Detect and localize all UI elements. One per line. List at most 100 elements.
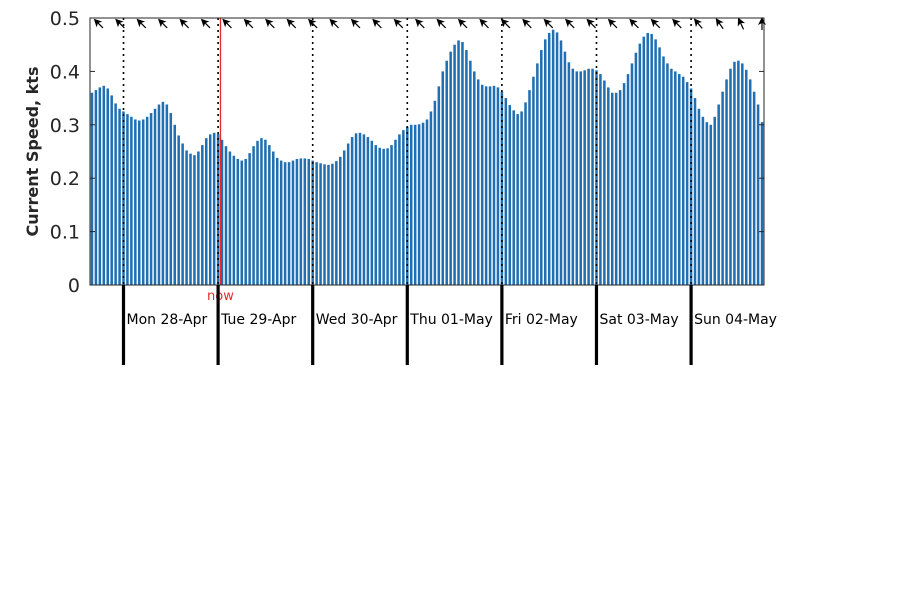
bar	[205, 138, 208, 285]
bar	[106, 88, 109, 286]
bar	[685, 82, 689, 285]
bar	[587, 68, 590, 285]
bar	[90, 92, 94, 285]
bar	[193, 155, 196, 285]
bar	[157, 104, 161, 285]
direction-arrow	[500, 18, 511, 29]
bar	[126, 114, 129, 286]
bar	[540, 50, 543, 285]
bar	[153, 108, 157, 285]
bar	[528, 90, 531, 285]
bar	[445, 60, 448, 285]
bar	[555, 32, 559, 285]
bar	[547, 32, 551, 286]
bar	[638, 43, 642, 285]
bar	[725, 79, 728, 285]
bar	[114, 103, 117, 285]
bar	[264, 139, 267, 285]
bar	[504, 98, 508, 285]
bar	[287, 162, 291, 285]
bar	[295, 158, 299, 285]
bar	[354, 133, 358, 285]
bar	[705, 122, 709, 285]
bar	[543, 39, 547, 285]
bar	[741, 63, 744, 285]
bar	[721, 91, 724, 285]
bar	[729, 68, 732, 285]
bar	[378, 147, 381, 285]
day-separators	[122, 18, 692, 285]
bar	[252, 146, 255, 285]
bar	[138, 120, 141, 285]
day-label: Wed 30-Apr	[316, 312, 398, 328]
bar	[339, 156, 342, 285]
direction-arrow	[737, 17, 746, 30]
bar	[654, 39, 657, 285]
bar	[224, 146, 228, 285]
direction-arrow	[393, 18, 404, 29]
bar	[323, 164, 326, 285]
bar	[260, 138, 263, 285]
bar	[402, 130, 405, 285]
bar	[473, 71, 476, 286]
bar	[315, 162, 318, 285]
bar	[709, 124, 713, 285]
bar	[181, 143, 184, 285]
bar-series	[90, 29, 764, 286]
plot-frame	[89, 17, 765, 286]
bar	[216, 133, 220, 285]
bar	[457, 40, 460, 286]
bar	[461, 42, 464, 285]
bar	[417, 124, 421, 286]
bar	[350, 137, 354, 285]
bar	[662, 56, 665, 286]
bar	[670, 68, 673, 285]
bar	[748, 79, 752, 285]
day-label: Tue 29-Apr	[220, 312, 296, 328]
bar	[425, 119, 429, 286]
bar	[674, 71, 677, 286]
y-tick-label: 0.4	[50, 61, 80, 83]
bar	[575, 71, 579, 286]
bar	[110, 95, 113, 286]
direction-arrow	[457, 18, 468, 29]
bar	[622, 83, 626, 286]
bar	[717, 104, 720, 285]
bar	[500, 91, 504, 285]
bar	[382, 148, 385, 285]
bar	[524, 102, 527, 286]
bar	[303, 158, 307, 285]
bar	[626, 74, 630, 285]
day-label: Mon 28-Apr	[127, 312, 208, 328]
bar	[201, 145, 204, 285]
bar	[760, 122, 764, 285]
y-axis-label: Current Speed, kts	[23, 67, 42, 237]
bar	[390, 145, 393, 285]
bar	[165, 104, 169, 285]
bar	[177, 135, 180, 285]
bar	[476, 79, 480, 285]
day-label: Fri 02-May	[505, 312, 578, 328]
bar	[228, 151, 232, 285]
bar	[244, 158, 247, 285]
bar	[681, 76, 685, 286]
bar	[603, 80, 606, 285]
bar	[563, 51, 567, 285]
bar	[299, 158, 303, 285]
bar	[212, 132, 216, 285]
bar	[595, 70, 598, 285]
direction-arrows	[93, 17, 766, 30]
bar	[398, 134, 401, 285]
bar	[145, 116, 149, 285]
bar	[713, 116, 716, 285]
bar	[173, 124, 176, 285]
bar	[496, 87, 500, 285]
y-tick-label: 0.3	[50, 115, 80, 137]
bar	[272, 151, 275, 285]
day-markers: Mon 28-Apr Tue 29-Apr Wed 30-Apr Thu 01-May…	[121, 285, 777, 365]
bar	[366, 137, 370, 285]
bar	[599, 74, 602, 285]
bar	[532, 76, 535, 286]
bar	[737, 60, 740, 285]
